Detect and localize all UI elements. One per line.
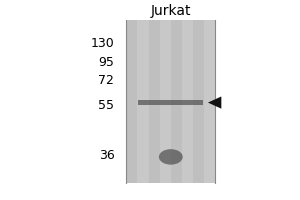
Bar [171,20,182,183]
Bar [126,20,215,183]
Bar [138,100,203,105]
Circle shape [159,149,183,165]
Text: 36: 36 [99,149,114,162]
Text: 55: 55 [98,99,114,112]
Polygon shape [208,96,221,109]
Text: 72: 72 [98,74,114,87]
Bar [148,20,160,183]
Text: 95: 95 [98,56,114,69]
Text: 130: 130 [91,37,114,50]
Text: Jurkat: Jurkat [151,4,191,18]
Bar [126,20,137,183]
Bar [193,20,204,183]
